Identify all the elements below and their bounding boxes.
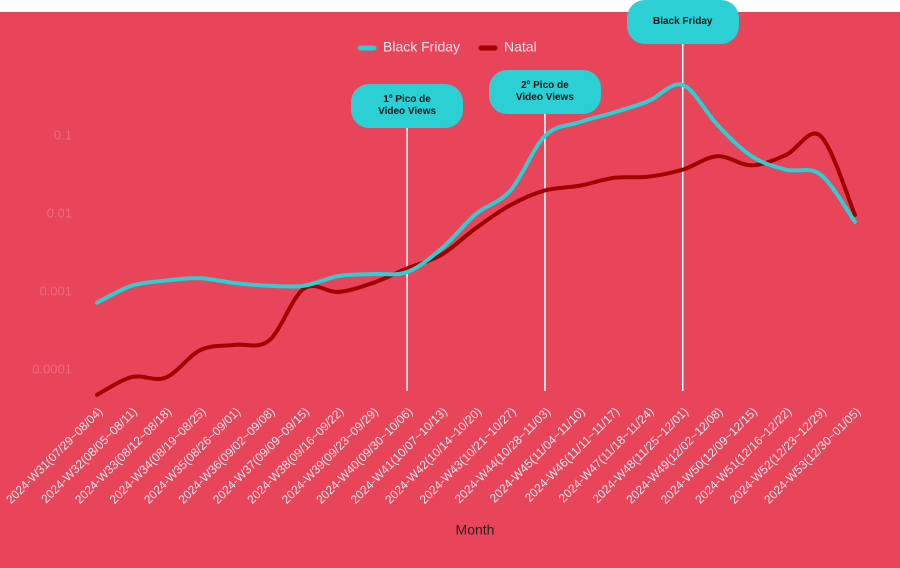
- line: [95, 131, 857, 397]
- x-axis-label: Month: [456, 522, 495, 538]
- legend-label: Black Friday: [383, 39, 460, 55]
- annotation: 1º Pico de Video Views: [351, 84, 464, 128]
- annotation: Black Friday: [626, 0, 739, 44]
- y-tick-label: 0.001: [39, 283, 72, 298]
- y-tick-label: 0.01: [47, 205, 72, 220]
- line: [95, 82, 857, 305]
- y-tick-label: 0.1: [54, 127, 72, 142]
- annotation: 2º Pico de Video Views: [488, 70, 601, 114]
- y-tick-label: 0.0001: [32, 361, 72, 376]
- legend-label: Natal: [504, 39, 537, 55]
